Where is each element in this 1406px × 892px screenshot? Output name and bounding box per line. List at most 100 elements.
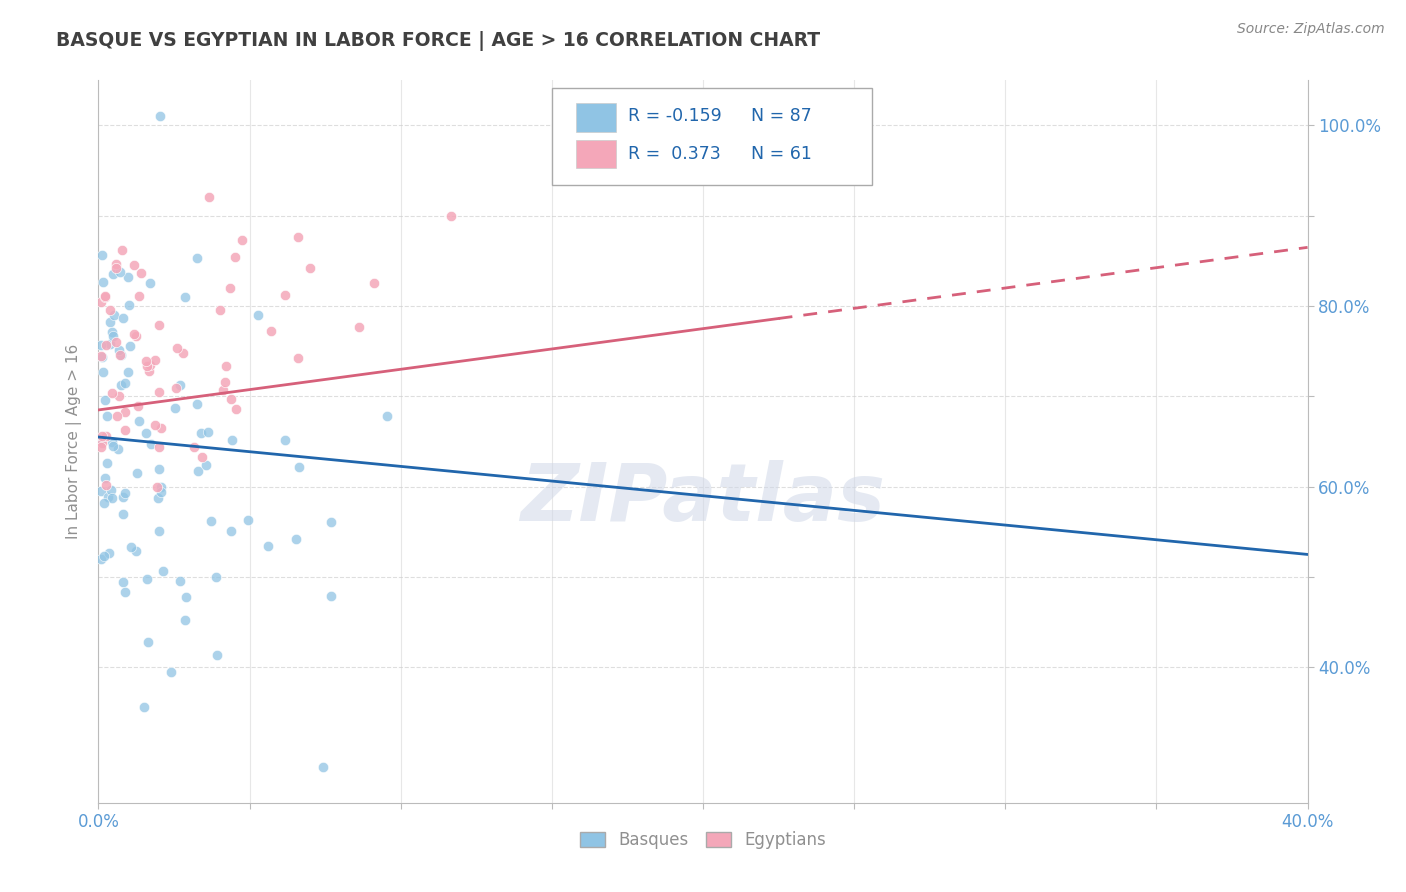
Point [127,399,149,413]
Point [94,478,117,492]
Point [90,294,112,309]
Text: ZIPatlas: ZIPatlas [520,460,886,539]
Point [143,352,166,367]
Point [105,409,128,423]
Point [117,269,139,284]
Text: N = 61: N = 61 [751,145,813,163]
Point [114,486,136,500]
Point [110,377,132,392]
Point [440,209,463,223]
Point [100,325,122,339]
Point [257,540,280,554]
Text: R = -0.159: R = -0.159 [628,107,721,126]
Point [143,418,166,433]
Point [101,328,124,343]
FancyBboxPatch shape [576,139,616,169]
Point [219,281,242,295]
Point [260,324,283,338]
Point [91,247,114,261]
Point [98,302,121,317]
Point [148,440,170,454]
Point [93,392,115,407]
Point [118,298,141,312]
Point [128,289,150,303]
Point [148,384,170,399]
Point [221,434,243,448]
Point [319,589,342,603]
Point [90,440,112,454]
Point [110,243,132,257]
Point [139,276,162,290]
Point [90,428,112,442]
Point [287,459,309,474]
Point [190,426,212,441]
Point [174,290,197,304]
Point [149,484,172,499]
Point [148,109,170,123]
Point [169,378,191,392]
Point [110,347,132,361]
Point [152,564,174,578]
Point [298,260,321,275]
Point [93,288,115,302]
Point [186,397,208,411]
Point [125,466,148,480]
Point [136,573,159,587]
Point [96,456,118,470]
Point [125,543,148,558]
Point [90,349,112,363]
Text: R =  0.373: R = 0.373 [628,145,721,163]
Point [105,257,128,271]
Point [111,508,134,522]
FancyBboxPatch shape [576,103,616,132]
Point [108,343,131,358]
Point [107,389,129,403]
Point [321,515,343,529]
Point [105,335,128,350]
Point [101,434,124,449]
Point [97,490,120,504]
Point [101,439,124,453]
Point [148,462,170,476]
Point [96,409,118,423]
Point [94,471,117,485]
Point [204,570,226,584]
Point [91,435,114,450]
Point [122,327,145,342]
Point [98,337,121,351]
Point [274,287,297,301]
Point [138,364,160,378]
Point [93,496,115,510]
Point [120,541,142,555]
Point [104,261,127,276]
Point [205,648,228,662]
Point [285,533,308,547]
Point [129,266,152,280]
Point [132,700,155,714]
Point [122,258,145,272]
Point [91,365,114,379]
Point [136,359,159,373]
Point [146,491,169,505]
FancyBboxPatch shape [551,87,872,185]
Point [347,320,370,334]
Point [111,490,134,504]
Point [128,414,150,428]
Point [169,574,191,588]
Point [287,351,309,365]
Point [139,358,162,372]
Point [94,338,117,352]
Point [90,433,112,447]
Point [219,524,242,538]
Point [136,635,159,649]
Point [150,479,173,493]
Point [110,348,132,362]
Point [101,491,124,506]
Point [93,289,115,303]
Point [114,585,136,599]
Point [112,310,135,325]
Point [186,252,208,266]
Point [100,483,122,497]
Point [247,309,270,323]
Point [110,265,132,279]
